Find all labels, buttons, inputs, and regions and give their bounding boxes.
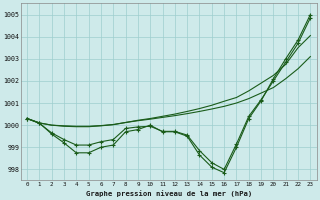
X-axis label: Graphe pression niveau de la mer (hPa): Graphe pression niveau de la mer (hPa) [85, 190, 252, 197]
